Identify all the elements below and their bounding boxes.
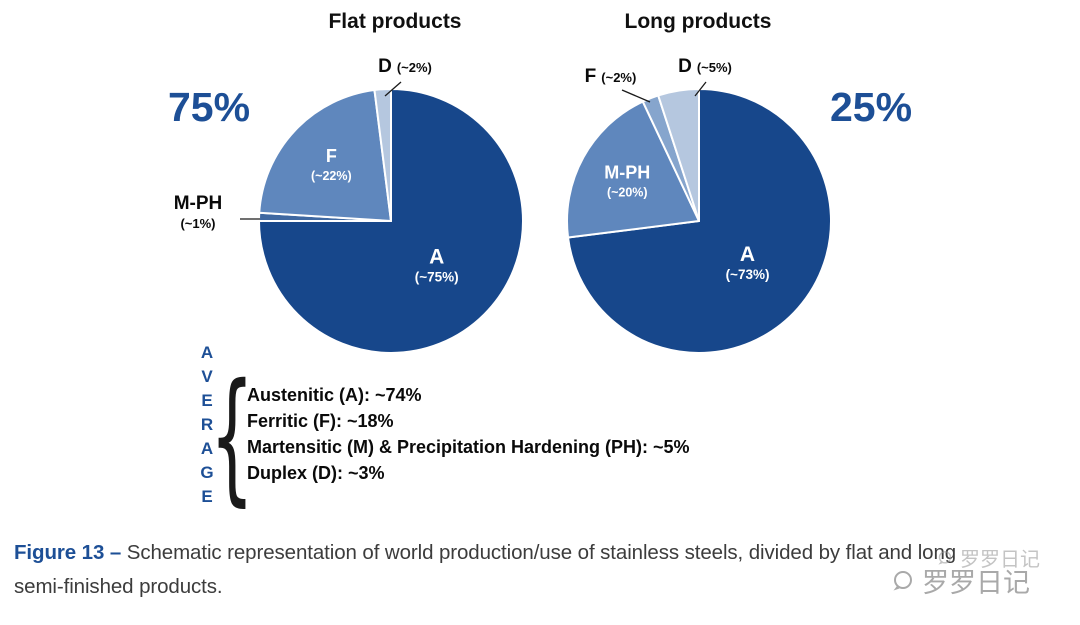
slice-percent: (~5%) [696, 60, 732, 75]
average-letter: V [201, 367, 213, 386]
caption-text: Schematic representation of world produc… [126, 541, 957, 564]
slice-percent: (~1%) [180, 216, 216, 231]
figure-caption: Figure 13 – Schematic representation of … [14, 541, 1074, 599]
average-letter: R [200, 415, 214, 434]
watermark-text: 罗罗日记 [922, 568, 1030, 598]
slice-percent: (~2%) [601, 70, 637, 85]
long-share-percent: 25% [829, 84, 913, 130]
long-duplex-label: D (~5%) [660, 56, 750, 78]
average-brace: { [209, 353, 255, 521]
average-line-duplex: Duplex (D): ~3% [247, 463, 385, 483]
long-products-title: Long products [624, 10, 772, 33]
pie-inner-percent-M-PH: (~20%) [607, 186, 648, 200]
caption-line-1: Figure 13 – Schematic representation of … [14, 541, 1074, 565]
figure-number: Figure 13 – [14, 541, 122, 564]
long-products-pie: A(~73%) M-PH (~20%) [566, 88, 832, 354]
watermark-lower: 罗罗日记 [890, 561, 1030, 600]
pie-inner-label-A: A [740, 243, 755, 266]
slice-letter: F [584, 66, 597, 87]
flat-share-percent: 75% [167, 84, 251, 130]
wechat-bubble-icon [890, 568, 916, 594]
average-letter: A [200, 439, 214, 458]
slice-letter: M-PH [173, 193, 223, 214]
flat-duplex-label: D (~2%) [355, 56, 455, 78]
average-line-ferritic: Ferritic (F): ~18% [247, 411, 394, 431]
pie-slice-A [258, 88, 524, 354]
average-letter: G [200, 463, 214, 482]
average-letter: E [201, 391, 213, 410]
long-ferritic-label: F (~2%) [568, 66, 653, 88]
slice-letter: D [678, 56, 692, 77]
flat-products-pie: A(~75%) F (~22%) [257, 88, 524, 354]
wechat-bubble-icon [936, 549, 954, 567]
average-letter: E [201, 487, 213, 506]
caption-line-2: semi-finished products. [14, 575, 223, 598]
slice-letter: D [378, 56, 392, 77]
pie-inner-percent-A: (~75%) [415, 270, 459, 285]
watermark-text: 罗罗日记 [960, 549, 1040, 571]
pie-slice-M-PH [566, 100, 700, 239]
average-line-austenitic: Austenitic (A): ~74% [247, 385, 422, 405]
average-line-martensitic: Martensitic (M) & Precipitation Hardenin… [247, 437, 690, 457]
flat-mph-label: M-PH (~1%) [158, 193, 238, 231]
watermark-upper: 罗罗日记 [936, 543, 1040, 572]
flat-products-title: Flat products [328, 10, 462, 33]
pie-slice-F [258, 89, 392, 222]
average-letter: A [200, 343, 214, 362]
average-summary: Austenitic (A): ~74% Ferritic (F): ~18% … [247, 382, 807, 486]
pie-inner-label-M-PH: M-PH [604, 163, 650, 183]
pie-inner-label-F: F [326, 146, 337, 166]
pie-inner-percent-A: (~73%) [726, 267, 770, 282]
slice-percent: (~2%) [396, 60, 432, 75]
pie-inner-percent-F: (~22%) [311, 169, 352, 183]
pie-inner-label-A: A [429, 246, 444, 269]
